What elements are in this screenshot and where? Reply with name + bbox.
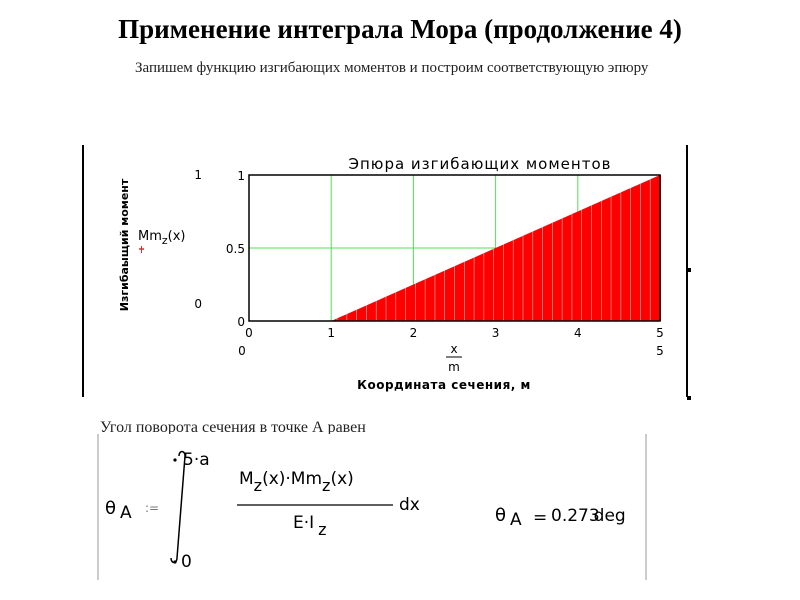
x-axis-label: Координата сечения, м	[357, 378, 531, 392]
y-tick-label: 1	[237, 169, 245, 183]
plot-panel: Эпюра изгибающих моментов Изгибаыщий мом…	[82, 145, 688, 397]
x-tick-label: 1	[327, 326, 335, 340]
x-tick-label: 2	[410, 326, 418, 340]
integral-lower-dot	[173, 560, 177, 564]
resize-handle-marker	[687, 268, 691, 272]
resize-handle-marker	[687, 396, 691, 400]
integrand-numerator: Mz(x)·Mmz(x)	[239, 469, 354, 495]
y-range-max: 1	[194, 168, 202, 182]
x-range-min: 0	[238, 344, 246, 358]
assign-operator: :=	[145, 501, 159, 515]
x-ticks: 0 1 2 3 4 5	[245, 326, 664, 340]
y-axis-label: Изгибаыщий момент	[118, 178, 131, 311]
angle-intro-text: Угол поворота сечения в точке А равен	[100, 420, 366, 434]
y-tick-label: 0	[237, 315, 245, 329]
x-tick-label: 0	[245, 326, 253, 340]
x-tick-label: 5	[656, 326, 664, 340]
x-variable: x	[450, 342, 457, 356]
plot-frame	[248, 174, 661, 322]
x-unit: m	[448, 360, 460, 374]
page-title: Применение интеграла Мора (продолжение 4…	[118, 14, 682, 44]
x-tick-label: 3	[492, 326, 500, 340]
x-tick-label: 4	[574, 326, 582, 340]
x-range-max: 5	[656, 344, 664, 358]
integral-upper-dot	[173, 458, 177, 462]
y-ticks: 00.51	[226, 169, 245, 329]
upper-limit: 5·a	[183, 450, 210, 470]
y-range-min: 0	[194, 297, 202, 311]
integrand-denominator: E·I z	[293, 513, 327, 539]
y-variable: Mmz(x)	[138, 229, 186, 247]
result-value: 0.273deg	[551, 506, 626, 526]
equals-sign: =	[533, 508, 547, 528]
differential: dx	[399, 495, 420, 515]
integral-sign	[170, 450, 186, 564]
chart-title: Эпюра изгибающих моментов	[349, 155, 612, 173]
y-tick-label: 0.5	[226, 242, 245, 256]
intro-text: Запишем функцию изгибающих моментов и по…	[135, 60, 649, 76]
lower-limit: 0	[181, 552, 192, 572]
moment-area	[249, 175, 660, 321]
